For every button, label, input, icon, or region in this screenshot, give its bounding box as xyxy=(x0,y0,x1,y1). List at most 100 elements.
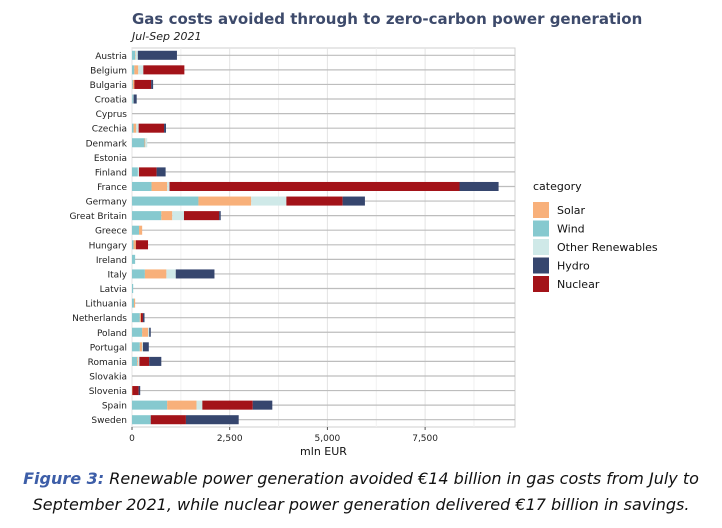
legend-label: Nuclear xyxy=(557,278,600,291)
y-tick-label: Greece xyxy=(95,227,127,237)
bar-hydro xyxy=(149,327,151,337)
bar-solar xyxy=(161,211,173,221)
legend-swatch xyxy=(533,239,549,255)
bar-hydro xyxy=(149,356,162,366)
bar-wind xyxy=(132,327,143,337)
bar-wind xyxy=(132,211,162,221)
bar-solar xyxy=(144,138,146,148)
bar-solar xyxy=(137,356,138,366)
bar-wind xyxy=(132,65,135,75)
bar-hydro xyxy=(151,79,154,89)
bar-solar xyxy=(151,181,168,191)
bar-nuclear xyxy=(135,240,149,250)
y-tick-label: Netherlands xyxy=(72,314,127,324)
bar-solar xyxy=(139,342,143,352)
bar-wind xyxy=(132,196,199,206)
bar-solar xyxy=(139,225,143,235)
y-tick-label: Estonia xyxy=(94,154,127,164)
bar-other-renewables xyxy=(132,94,134,104)
bar-wind xyxy=(132,400,168,410)
bar-other-renewables xyxy=(135,50,138,60)
bar-hydro xyxy=(164,123,167,133)
stacked-bar-chart: Austria Belgium Bulgaria Croatia Cyprus Czech… xyxy=(69,47,658,458)
y-tick-label: Lithuania xyxy=(85,300,127,310)
legend-label: Wind xyxy=(557,223,585,236)
legend-swatch xyxy=(533,276,549,292)
y-tick-label: Austria xyxy=(95,52,127,62)
bar-other-renewables xyxy=(196,400,203,410)
bar-other-renewables xyxy=(148,327,150,337)
y-tick-label: Poland xyxy=(97,329,127,339)
bar-solar xyxy=(139,313,141,323)
caption-text: Renewable power generation avoided €14 b… xyxy=(32,469,699,514)
plot-panel xyxy=(131,47,516,428)
bar-hydro xyxy=(142,313,145,323)
bar-other-renewables xyxy=(137,356,140,366)
bar-hydro xyxy=(252,400,273,410)
y-tick-label: Slovakia xyxy=(89,372,127,382)
bar-solar xyxy=(134,65,139,75)
bar-hydro xyxy=(342,196,365,206)
bar-solar xyxy=(167,400,197,410)
bar-wind xyxy=(132,94,133,104)
bar-nuclear xyxy=(143,65,185,75)
y-tick-label: Great Britain xyxy=(69,212,127,222)
bar-other-renewables xyxy=(136,123,139,133)
y-tick-label: Croatia xyxy=(95,96,127,106)
y-tick-label: Portugal xyxy=(90,343,127,353)
y-tick-label: Finland xyxy=(95,168,127,178)
bar-wind xyxy=(132,269,145,279)
y-tick-label: Ireland xyxy=(96,256,127,266)
chart-title: Gas costs avoided through to zero-carbon… xyxy=(132,10,643,28)
bar-hydro xyxy=(133,94,137,104)
bar-nuclear xyxy=(150,415,186,425)
bar-nuclear xyxy=(132,386,139,396)
bar-solar xyxy=(133,123,137,133)
y-tick-label: Bulgaria xyxy=(90,81,127,91)
bar-wind xyxy=(132,240,134,250)
bar-solar xyxy=(133,240,136,250)
legend-label: Other Renewables xyxy=(557,241,658,254)
bar-solar xyxy=(135,50,136,60)
legend-title: category xyxy=(533,180,582,193)
y-tick-label: Italy xyxy=(107,270,127,280)
bar-wind xyxy=(132,342,140,352)
y-tick-label: Slovenia xyxy=(89,387,127,397)
bar-hydro xyxy=(459,181,499,191)
bar-hydro xyxy=(185,415,239,425)
bar-wind xyxy=(132,254,136,264)
bar-other-renewables xyxy=(172,211,184,221)
y-tick-label: France xyxy=(97,183,127,193)
bar-wind xyxy=(132,225,140,235)
figure-caption: Figure 3: Renewable power generation avo… xyxy=(0,466,722,518)
y-tick-label: Romania xyxy=(88,358,127,368)
bar-hydro xyxy=(219,211,221,221)
bar-wind xyxy=(132,313,140,323)
bar-other-renewables xyxy=(166,269,176,279)
bar-solar xyxy=(144,269,167,279)
bar-wind xyxy=(132,79,133,89)
legend-label: Solar xyxy=(557,204,586,217)
legend-swatch xyxy=(533,257,549,274)
bar-hydro xyxy=(156,167,166,177)
y-tick-label: Czechia xyxy=(92,125,127,135)
bar-other-renewables xyxy=(137,167,140,177)
bar-other-renewables xyxy=(138,65,144,75)
y-tick-label: Belgium xyxy=(90,66,127,76)
bar-solar xyxy=(132,386,133,396)
bar-wind xyxy=(132,284,134,294)
y-tick-label: Spain xyxy=(102,402,127,412)
legend-label: Hydro xyxy=(557,260,590,273)
bar-nuclear xyxy=(202,400,253,410)
y-tick-label: Hungary xyxy=(89,241,128,251)
bar-wind xyxy=(132,167,138,177)
x-axis-label: mln EUR xyxy=(300,445,347,458)
bar-wind xyxy=(132,123,134,133)
bar-wind xyxy=(132,138,145,148)
bar-nuclear xyxy=(286,196,343,206)
bar-nuclear xyxy=(139,356,150,366)
y-tick-label: Germany xyxy=(86,198,128,208)
bar-hydro xyxy=(175,269,215,279)
bar-nuclear xyxy=(183,211,220,221)
bar-wind xyxy=(132,298,134,308)
